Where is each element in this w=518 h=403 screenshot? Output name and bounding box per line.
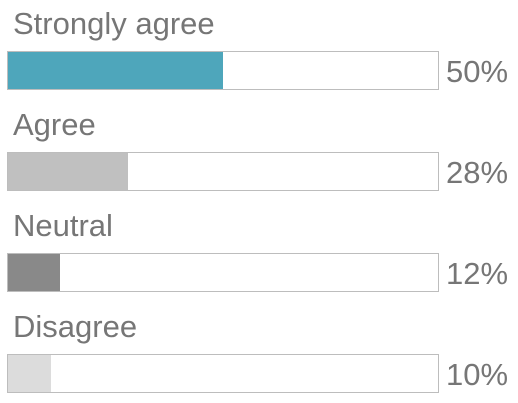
value-label-agree: 28% [446, 155, 509, 190]
bar-row-strongly-agree: Strongly agree 50% [0, 0, 518, 100]
bar-track-strongly-agree [7, 51, 439, 90]
likert-bar-chart: Strongly agree 50% Agree 28% Neutral 12%… [0, 0, 518, 393]
bar-fill-disagree [8, 355, 51, 392]
bar-row-disagree: Disagree 10% [0, 303, 518, 403]
category-label-neutral: Neutral [13, 208, 113, 243]
bar-row-agree: Agree 28% [0, 101, 518, 201]
category-label-agree: Agree [13, 107, 96, 142]
category-label-strongly-agree: Strongly agree [13, 6, 215, 41]
bar-track-disagree [7, 354, 439, 393]
bar-track-neutral [7, 253, 439, 292]
bar-fill-agree [8, 153, 129, 190]
category-label-disagree: Disagree [13, 309, 138, 344]
value-label-disagree: 10% [446, 357, 509, 392]
bar-row-neutral: Neutral 12% [0, 202, 518, 302]
bar-fill-strongly-agree [8, 52, 223, 89]
bar-fill-neutral [8, 254, 60, 291]
value-label-neutral: 12% [446, 256, 509, 291]
value-label-strongly-agree: 50% [446, 54, 509, 89]
bar-track-agree [7, 152, 439, 191]
